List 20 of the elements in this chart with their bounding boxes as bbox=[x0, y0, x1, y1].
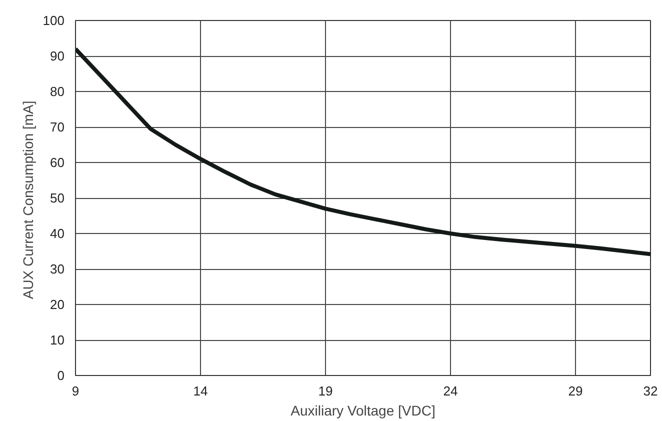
x-tick-label: 19 bbox=[318, 384, 333, 398]
x-tick-label: 24 bbox=[443, 384, 458, 398]
x-tick-label: 29 bbox=[568, 384, 583, 398]
y-tick-label: 0 bbox=[57, 368, 65, 383]
y-tick-label: 10 bbox=[50, 332, 65, 348]
y-tick-label: 40 bbox=[50, 226, 65, 241]
y-tick-label: 60 bbox=[50, 155, 65, 170]
x-tick-label: 32 bbox=[643, 384, 658, 398]
y-axis-title: AUX Current Consumption [mA] bbox=[20, 100, 36, 300]
y-tick-label: 100 bbox=[42, 13, 65, 28]
y-tick-label: 30 bbox=[50, 262, 65, 276]
x-axis-title: Auxiliary Voltage [VDC] bbox=[290, 402, 436, 418]
x-tick-label: 14 bbox=[193, 384, 208, 398]
y-tick-label: 20 bbox=[50, 297, 65, 312]
y-tick-label: 70 bbox=[50, 120, 65, 134]
line-series bbox=[76, 46, 650, 256]
x-tick-label: 9 bbox=[72, 384, 80, 398]
y-tick-label: 80 bbox=[50, 84, 65, 99]
y-tick-label: 50 bbox=[50, 190, 65, 206]
y-tick-label: 90 bbox=[50, 48, 65, 64]
